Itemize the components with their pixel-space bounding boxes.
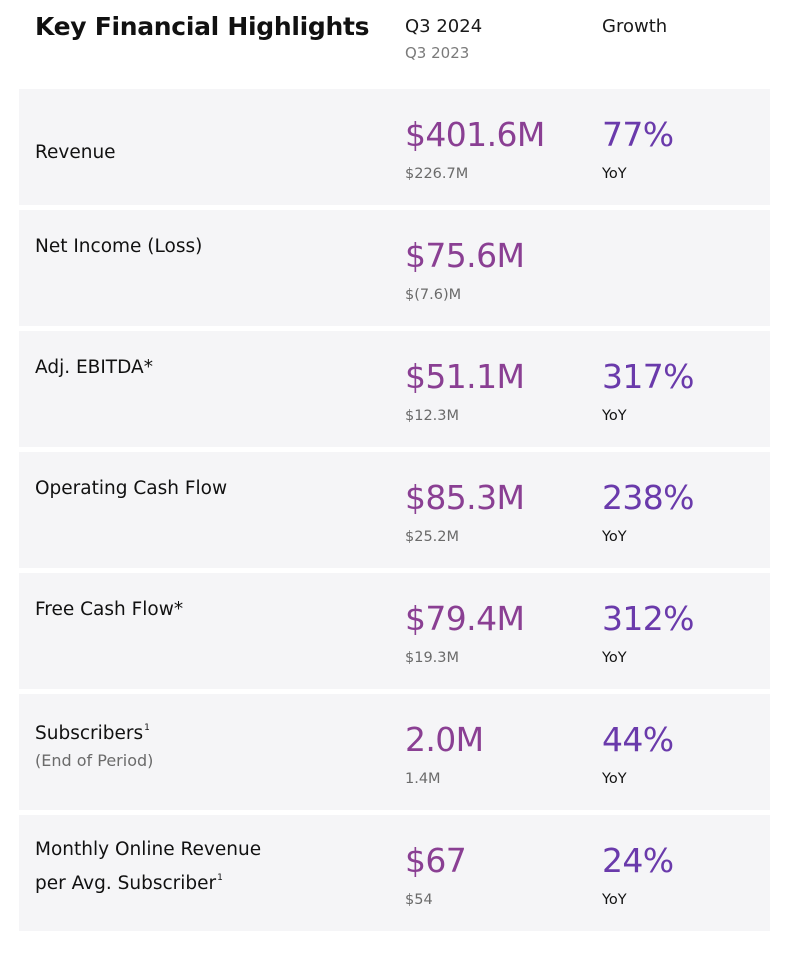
table-header: Key Financial Highlights Q3 2024 Q3 2023… — [0, 0, 794, 88]
growth-unit: YoY — [602, 650, 627, 666]
prior-value: $25.2M — [405, 529, 460, 545]
current-value: $51.1M — [405, 357, 525, 396]
growth-value: 77% — [602, 115, 674, 154]
growth-value: 24% — [602, 841, 674, 880]
current-value: $401.6M — [405, 115, 545, 154]
growth-unit: YoY — [602, 166, 627, 182]
page-title: Key Financial Highlights — [35, 12, 370, 41]
row-label: Subscribers1 (End of Period) — [35, 714, 153, 774]
growth-value: 44% — [602, 720, 674, 759]
prior-value: $12.3M — [405, 408, 460, 424]
row-label: Revenue — [35, 142, 116, 163]
row-label: Operating Cash Flow — [35, 478, 228, 499]
highlights-table: Revenue $401.6M $226.7M 77% YoY Net Inco… — [19, 89, 770, 936]
row-net-income: Net Income (Loss) $75.6M $(7.6)M — [19, 210, 770, 326]
footnote-marker: 1 — [144, 723, 150, 733]
row-revenue: Revenue $401.6M $226.7M 77% YoY — [19, 89, 770, 205]
row-label: Adj. EBITDA* — [35, 357, 153, 378]
row-label: Monthly Online Revenue per Avg. Subscrib… — [35, 835, 261, 898]
row-label: Net Income (Loss) — [35, 236, 203, 257]
label-line-1: Monthly Online Revenue — [35, 839, 262, 860]
row-adj-ebitda: Adj. EBITDA* $51.1M $12.3M 317% YoY — [19, 331, 770, 447]
label-line-2: per Avg. Subscriber — [35, 873, 217, 894]
row-sublabel: (End of Period) — [35, 751, 154, 770]
growth-unit: YoY — [602, 771, 627, 787]
growth-unit: YoY — [602, 892, 627, 908]
prior-value: $(7.6)M — [405, 287, 462, 303]
prior-value: 1.4M — [405, 771, 441, 787]
current-period-header: Q3 2024 — [405, 16, 483, 37]
row-operating-cash-flow: Operating Cash Flow $85.3M $25.2M 238% Y… — [19, 452, 770, 568]
current-value: $67 — [405, 841, 467, 880]
prior-value: $226.7M — [405, 166, 469, 182]
current-value: $75.6M — [405, 236, 525, 275]
prior-value: $54 — [405, 892, 433, 908]
row-monthly-online-revenue: Monthly Online Revenue per Avg. Subscrib… — [19, 815, 770, 931]
current-value: $79.4M — [405, 599, 525, 638]
growth-value: 238% — [602, 478, 695, 517]
label-text: Subscribers — [35, 723, 144, 744]
row-subscribers: Subscribers1 (End of Period) 2.0M 1.4M 4… — [19, 694, 770, 810]
growth-unit: YoY — [602, 408, 627, 424]
growth-header: Growth — [602, 16, 668, 37]
footnote-marker: 1 — [217, 873, 223, 883]
prior-period-header: Q3 2023 — [405, 44, 470, 62]
current-value: 2.0M — [405, 720, 484, 759]
current-value: $85.3M — [405, 478, 525, 517]
growth-unit: YoY — [602, 529, 627, 545]
growth-value: 312% — [602, 599, 695, 638]
row-free-cash-flow: Free Cash Flow* $79.4M $19.3M 312% YoY — [19, 573, 770, 689]
growth-value: 317% — [602, 357, 695, 396]
row-label: Free Cash Flow* — [35, 599, 184, 620]
prior-value: $19.3M — [405, 650, 460, 666]
